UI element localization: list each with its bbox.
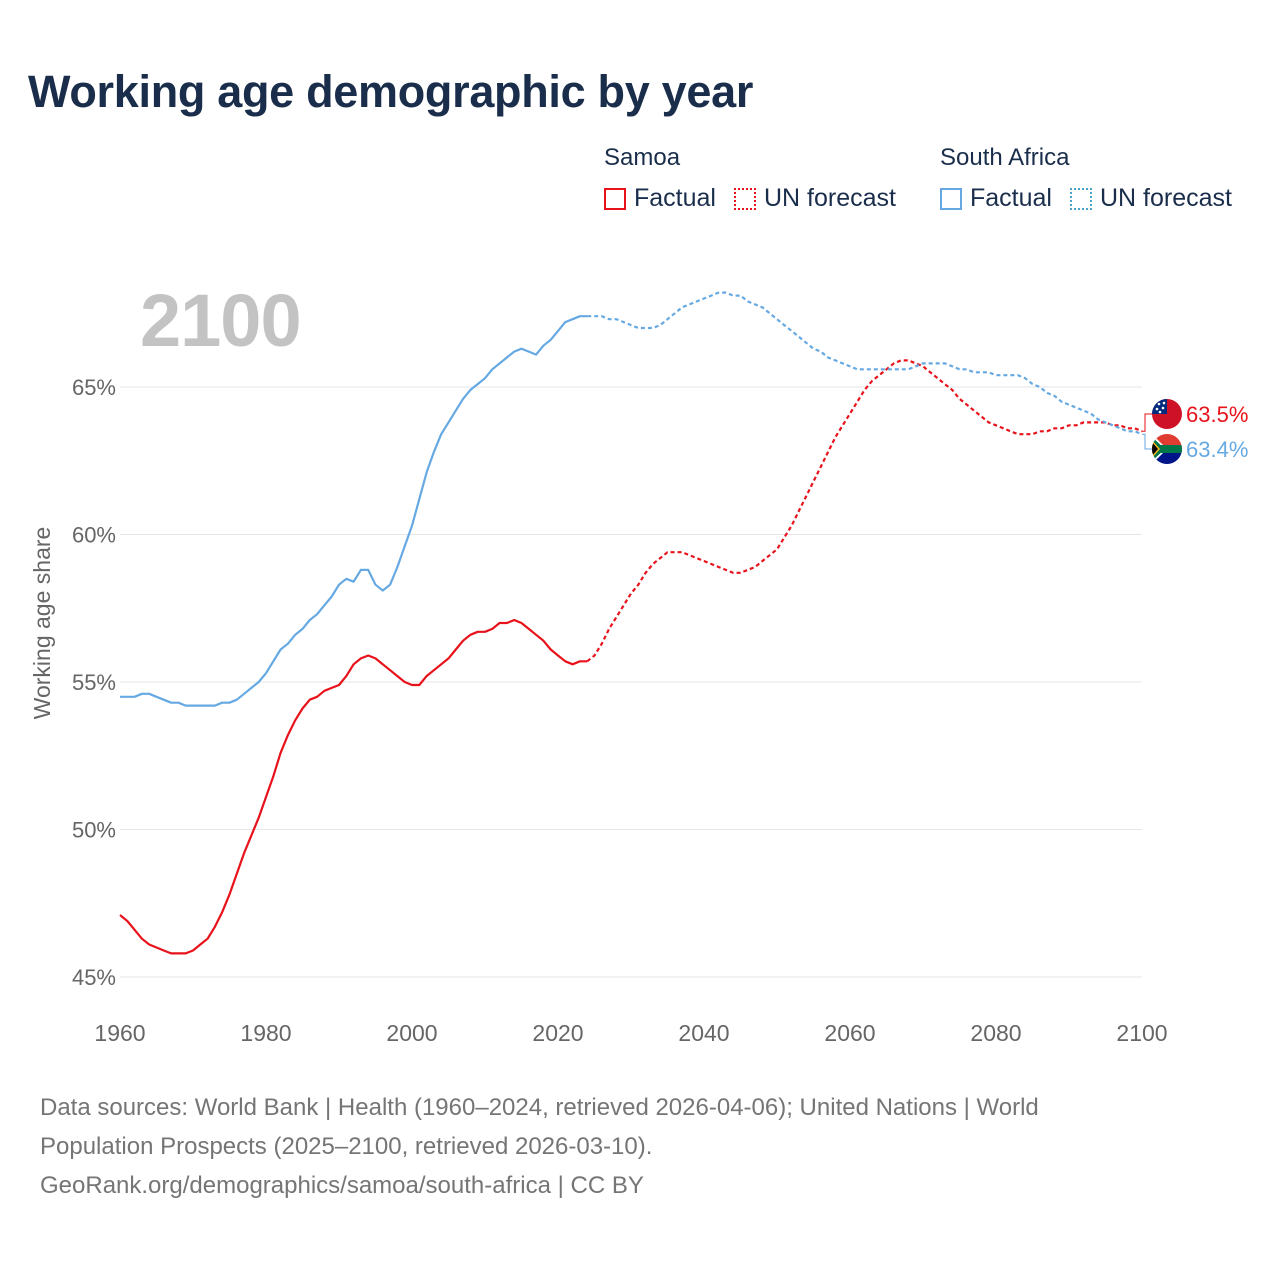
footer-line: Data sources: World Bank | Health (1960–… xyxy=(40,1094,1039,1121)
series-line-south-africa-factual xyxy=(120,315,588,707)
legend-swatch-solid xyxy=(940,187,962,210)
legend-group-south-africa: South Africa Factual UN forecast xyxy=(940,144,1250,213)
legend-label: UN forecast xyxy=(1099,184,1232,212)
legend-group-name: South Africa xyxy=(940,144,1070,171)
series-line-samoa-factual xyxy=(119,618,588,955)
footer-sources: Data sources: World Bank | Health (1960–… xyxy=(40,1088,1220,1205)
legend-label: UN forecast xyxy=(763,184,896,212)
legend-group-name: Samoa xyxy=(604,144,681,171)
series-line-samoa-forecast xyxy=(586,359,1143,663)
footer-line: Population Prospects (2025–2100, retriev… xyxy=(40,1133,653,1160)
legend-label: Factual xyxy=(634,184,716,212)
legend-samoa-forecast[interactable]: UN forecast xyxy=(733,184,896,213)
y-tick-label: 65% xyxy=(72,375,116,400)
legend-group-samoa: Samoa Factual UN forecast xyxy=(604,144,914,213)
y-tick-label: 45% xyxy=(72,965,116,990)
legend-label: Factual xyxy=(970,184,1052,212)
legend-swatch-solid xyxy=(604,187,626,210)
y-tick-label: 50% xyxy=(72,818,116,843)
end-value-label: 63.4% xyxy=(1186,437,1248,462)
line-chart: 45% 50% 55% 60% 65% Working age share 1960 198… xyxy=(29,291,1248,1046)
x-tick-label: 1960 xyxy=(94,1020,145,1046)
x-tick-label: 2080 xyxy=(970,1020,1021,1046)
x-tick-label: 2020 xyxy=(532,1020,583,1046)
footer-line: GeoRank.org/demographics/samoa/south-afr… xyxy=(40,1172,644,1199)
x-tick-label: 2000 xyxy=(386,1020,437,1046)
leader-line xyxy=(1142,413,1152,432)
x-tick-label: 1980 xyxy=(240,1020,291,1046)
south-africa-flag-icon xyxy=(1152,434,1182,464)
legend-swatch-dotted xyxy=(733,187,756,210)
y-tick-label: 55% xyxy=(72,670,116,695)
y-tick-label: 60% xyxy=(72,523,116,548)
legend-samoa-factual[interactable]: Factual xyxy=(604,184,716,213)
chart-title: Working age demographic by year xyxy=(28,66,754,117)
x-tick-label: 2100 xyxy=(1116,1020,1167,1046)
y-axis-title: Working age share xyxy=(29,527,55,720)
samoa-flag-icon xyxy=(1152,399,1182,429)
end-value-label: 63.5% xyxy=(1186,402,1248,427)
legend-swatch-dotted xyxy=(1069,187,1092,210)
x-tick-label: 2060 xyxy=(824,1020,875,1046)
year-watermark: 2100 xyxy=(140,279,302,362)
series-line-south-africa-forecast xyxy=(587,291,1143,436)
x-tick-label: 2040 xyxy=(678,1020,729,1046)
legend-south-africa-forecast[interactable]: UN forecast xyxy=(1069,184,1232,213)
leader-line xyxy=(1142,433,1152,450)
legend-south-africa-factual[interactable]: Factual xyxy=(940,184,1052,213)
